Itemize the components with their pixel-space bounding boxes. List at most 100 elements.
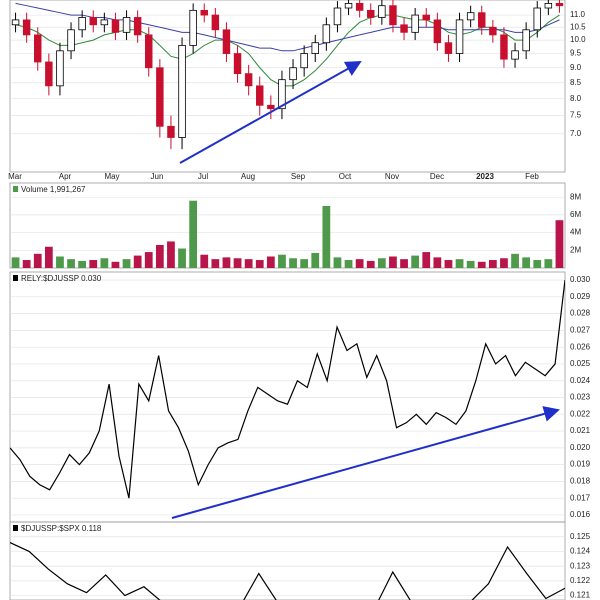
y-tick-label: 10.5 xyxy=(570,22,586,31)
y-tick-label: 0.029 xyxy=(570,292,591,301)
y-tick-label: 0.023 xyxy=(570,393,591,402)
trend-arrow xyxy=(179,61,362,164)
candle-body xyxy=(522,29,530,52)
volume-bar xyxy=(122,259,131,268)
volume-bar xyxy=(422,252,431,268)
y-tick-label: 0.026 xyxy=(570,342,591,351)
volume-bar xyxy=(511,253,519,268)
candle-body xyxy=(22,19,31,36)
candle-body xyxy=(455,19,464,54)
volume-bar xyxy=(233,258,242,268)
panel-frame xyxy=(9,271,566,523)
y-tick-label: 0.125 xyxy=(570,532,591,541)
panel-frame xyxy=(9,182,566,269)
candle-body xyxy=(311,42,319,54)
volume-bar xyxy=(555,220,564,268)
candle-body xyxy=(244,73,253,87)
candle-body xyxy=(145,34,153,69)
moving-average xyxy=(15,2,560,52)
candle-body xyxy=(211,14,220,31)
volume-bar xyxy=(466,260,475,268)
y-tick-label: 7.5 xyxy=(570,111,582,120)
volume-bar xyxy=(266,256,275,268)
x-tick-label: Oct xyxy=(339,172,352,181)
candle-body xyxy=(500,34,508,60)
candle-body xyxy=(289,67,297,81)
y-tick-label: 4M xyxy=(570,228,581,237)
volume-bar xyxy=(144,252,153,268)
volume-bar xyxy=(522,257,531,268)
legend-swatch xyxy=(13,186,18,192)
volume-bar xyxy=(67,259,75,268)
volume-bar xyxy=(11,257,20,268)
candle-body xyxy=(533,7,541,31)
x-tick-label: Nov xyxy=(385,172,399,181)
volume-bar xyxy=(289,258,297,268)
x-tick-label: Jul xyxy=(198,172,208,181)
volume-bar xyxy=(533,260,542,268)
candle-body xyxy=(167,125,175,138)
legend-swatch xyxy=(13,275,18,281)
volume-bar xyxy=(211,259,220,268)
candle-body xyxy=(200,9,208,16)
x-tick-label: May xyxy=(104,172,119,181)
panel-label: Volume 1,991,267 xyxy=(21,185,86,194)
candle-body xyxy=(322,24,331,44)
candle-body xyxy=(133,17,142,36)
y-tick-label: 0.122 xyxy=(570,576,591,585)
y-tick-label: 0.024 xyxy=(570,376,591,385)
volume-bar xyxy=(455,259,464,268)
trend-arrow xyxy=(171,406,560,519)
candle-body xyxy=(344,3,353,9)
volume-bar xyxy=(400,259,408,268)
x-tick-label: Dec xyxy=(430,172,444,181)
volume-bar xyxy=(133,255,142,268)
candle-body xyxy=(478,12,486,28)
x-tick-label: Sep xyxy=(291,172,306,181)
volume-bar xyxy=(322,206,331,268)
ratio-line xyxy=(10,279,565,499)
y-tick-label: 0.121 xyxy=(570,591,591,600)
volume-bar xyxy=(278,254,286,268)
x-tick-label: Mar xyxy=(8,172,22,181)
volume-bar xyxy=(433,257,442,268)
candle-body xyxy=(555,3,564,7)
y-tick-label: 0.021 xyxy=(570,426,591,435)
volume-bar xyxy=(311,252,320,268)
candle-body xyxy=(300,53,308,69)
candle-body xyxy=(511,50,519,60)
candle-body xyxy=(34,34,42,63)
volume-bar xyxy=(78,260,87,268)
y-tick-label: 10.0 xyxy=(570,35,586,44)
x-tick-label: Apr xyxy=(59,172,72,181)
volume-bar xyxy=(344,260,353,268)
volume-bar xyxy=(100,258,109,268)
candle-body xyxy=(67,29,75,52)
candle-body xyxy=(156,67,164,127)
y-tick-label: 0.022 xyxy=(570,409,591,418)
volume-bar xyxy=(155,244,164,268)
volume-bar xyxy=(89,260,98,268)
candle-body xyxy=(444,42,453,54)
candle-body xyxy=(355,3,364,11)
volume-bar xyxy=(178,248,186,268)
y-tick-label: 7.0 xyxy=(570,129,582,138)
volume-bar xyxy=(111,261,120,268)
x-tick-label: 2023 xyxy=(476,172,494,181)
candle-body xyxy=(411,14,419,33)
y-tick-label: 6M xyxy=(570,210,581,219)
candle-body xyxy=(367,9,375,18)
y-tick-label: 0.018 xyxy=(570,477,591,486)
candle-body xyxy=(189,9,197,46)
candle-body xyxy=(389,5,397,26)
y-tick-label: 0.025 xyxy=(570,359,591,368)
candle-body xyxy=(56,50,64,87)
candle-body xyxy=(256,85,264,106)
candle-body xyxy=(11,19,20,26)
candle-body xyxy=(100,19,109,26)
volume-bar xyxy=(333,257,342,268)
y-tick-label: 11.0 xyxy=(570,10,586,19)
panel-label: RELY:$DJUSSP 0.030 xyxy=(21,274,102,283)
volume-bar xyxy=(300,259,309,268)
